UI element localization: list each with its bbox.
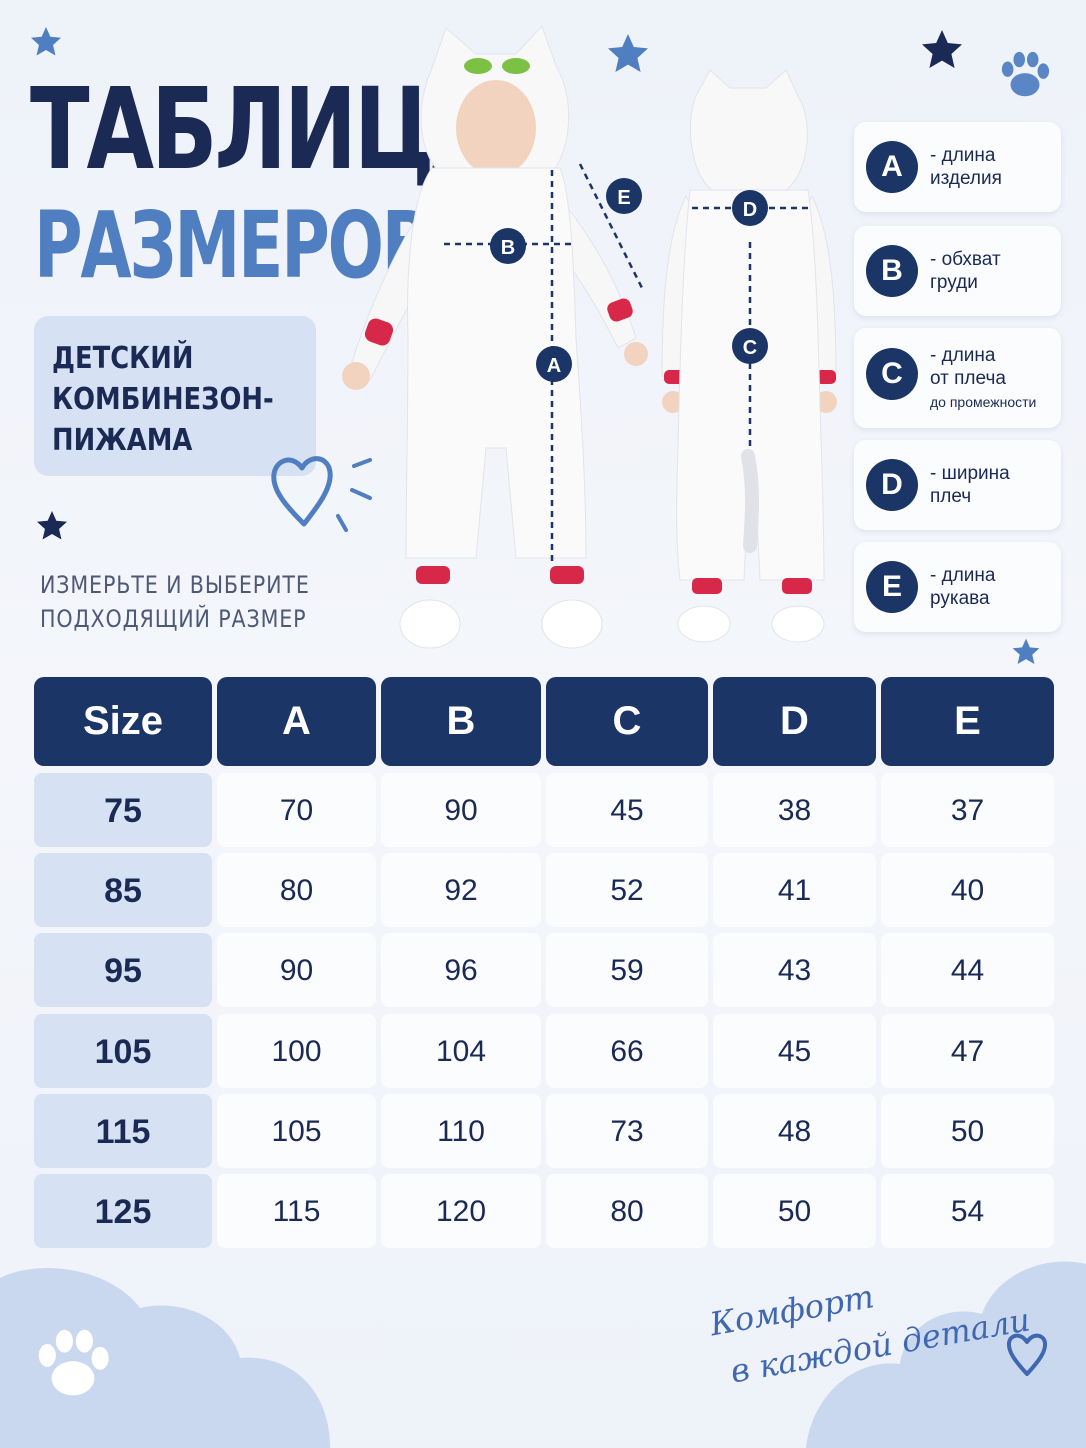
table-header-size: Size [34,677,212,766]
table-cell-e: 47 [881,1013,1054,1088]
svg-text:D: D [743,199,757,221]
star-icon [37,511,67,540]
star-icon [922,30,962,68]
table-cell-d: 48 [713,1093,876,1168]
table-cell-c: 52 [546,853,708,928]
marker-b: B [490,228,526,264]
table-cell-size: 75 [34,773,212,847]
heart-icon [271,456,372,532]
table-cell-size: 85 [34,853,212,928]
table-cell-e: 37 [881,773,1054,847]
table-cell-d: 45 [713,1013,876,1088]
table-cell-a: 80 [217,853,376,928]
table-cell-c: 73 [546,1093,708,1168]
cloud-shape [0,1268,330,1448]
table-cell-e: 40 [881,853,1054,928]
instruction-line: ПОДХОДЯЩИЙ РАЗМЕР [40,605,307,633]
product-line: ПИЖАМА [52,423,193,458]
star-icon [608,34,648,72]
instruction-line: ИЗМЕРЬТЕ И ВЫБЕРИТЕ [40,571,310,599]
table-cell-c: 59 [546,933,708,1008]
table-cell-e: 44 [881,933,1054,1008]
star-icon [31,27,61,56]
table-cell-b: 92 [381,853,541,928]
table-cell-size: 125 [34,1174,212,1248]
legend-badge: A [866,141,918,193]
table-cell-d: 50 [713,1174,876,1248]
marker-c: C [732,328,768,364]
page-title: ТАБЛИЦА [30,65,499,195]
table-cell-a: 100 [217,1013,376,1088]
table-cell-size: 115 [34,1093,212,1168]
legend-label: - длина изделия [930,145,1002,189]
marker-d: D [732,190,768,226]
table-cell-b: 90 [381,773,541,847]
table-cell-b: 96 [381,933,541,1008]
product-line: КОМБИНЕЗОН- [52,382,274,417]
legend-label: - длина рукава [930,565,996,609]
star-icon [1012,638,1040,664]
marker-a: A [536,346,572,382]
table-cell-b: 104 [381,1013,541,1088]
legend-item-a: A - длина изделия [854,122,1061,212]
table-cell-e: 54 [881,1174,1054,1248]
legend-item-b: B - обхват груди [854,226,1061,316]
legend-note: до промежности [930,394,1037,410]
table-cell-a: 105 [217,1093,376,1168]
table-cell-d: 38 [713,773,876,847]
page-subtitle: РАЗМЕРОВ [34,192,432,299]
table-cell-a: 115 [217,1174,376,1248]
table-cell-c: 66 [546,1013,708,1088]
table-header-d: D [713,677,876,766]
svg-text:C: C [743,337,757,359]
table-cell-c: 80 [546,1174,708,1248]
back-view-illustration: D C [661,69,837,643]
legend-label: - обхват груди [930,249,1001,293]
legend-badge: D [866,459,918,511]
legend-item-e: E - длина рукава [854,542,1061,632]
table-cell-d: 41 [713,853,876,928]
legend-badge: C [866,348,918,400]
table-cell-c: 45 [546,773,708,847]
legend-badge: E [866,561,918,613]
legend-item-c: C - длина от плеча до промежности [854,328,1061,428]
product-name: ДЕТСКИЙ КОМБИНЕЗОН- ПИЖАМА [52,338,284,461]
table-cell-size: 105 [34,1013,212,1088]
table-header-a: A [217,677,376,766]
legend-badge: B [866,245,918,297]
table-header-e: E [881,677,1054,766]
table-header-c: C [546,677,708,766]
svg-text:B: B [501,237,515,259]
table-cell-a: 90 [217,933,376,1008]
instruction-text: ИЗМЕРЬТЕ И ВЫБЕРИТЕ ПОДХОДЯЩИЙ РАЗМЕР [40,568,310,636]
table-cell-b: 120 [381,1174,541,1248]
paw-icon [1001,51,1050,97]
svg-text:A: A [547,355,561,377]
product-line: ДЕТСКИЙ [52,341,194,376]
cloud-shape [806,1261,1086,1448]
legend-label: - длина от плеча [930,345,1006,389]
legend-item-d: D - ширина плеч [854,440,1061,530]
table-cell-e: 50 [881,1093,1054,1168]
table-cell-size: 95 [34,933,212,1008]
legend-label: - ширина плеч [930,463,1010,507]
table-cell-d: 43 [713,933,876,1008]
table-cell-a: 70 [217,773,376,847]
svg-text:E: E [617,187,630,209]
product-panel [34,316,316,476]
paw-icon [38,1329,109,1396]
marker-e: E [606,178,642,214]
table-header-b: B [381,677,541,766]
heart-icon [1006,1333,1048,1376]
table-cell-b: 110 [381,1093,541,1168]
front-view-illustration: B A E [342,25,648,649]
